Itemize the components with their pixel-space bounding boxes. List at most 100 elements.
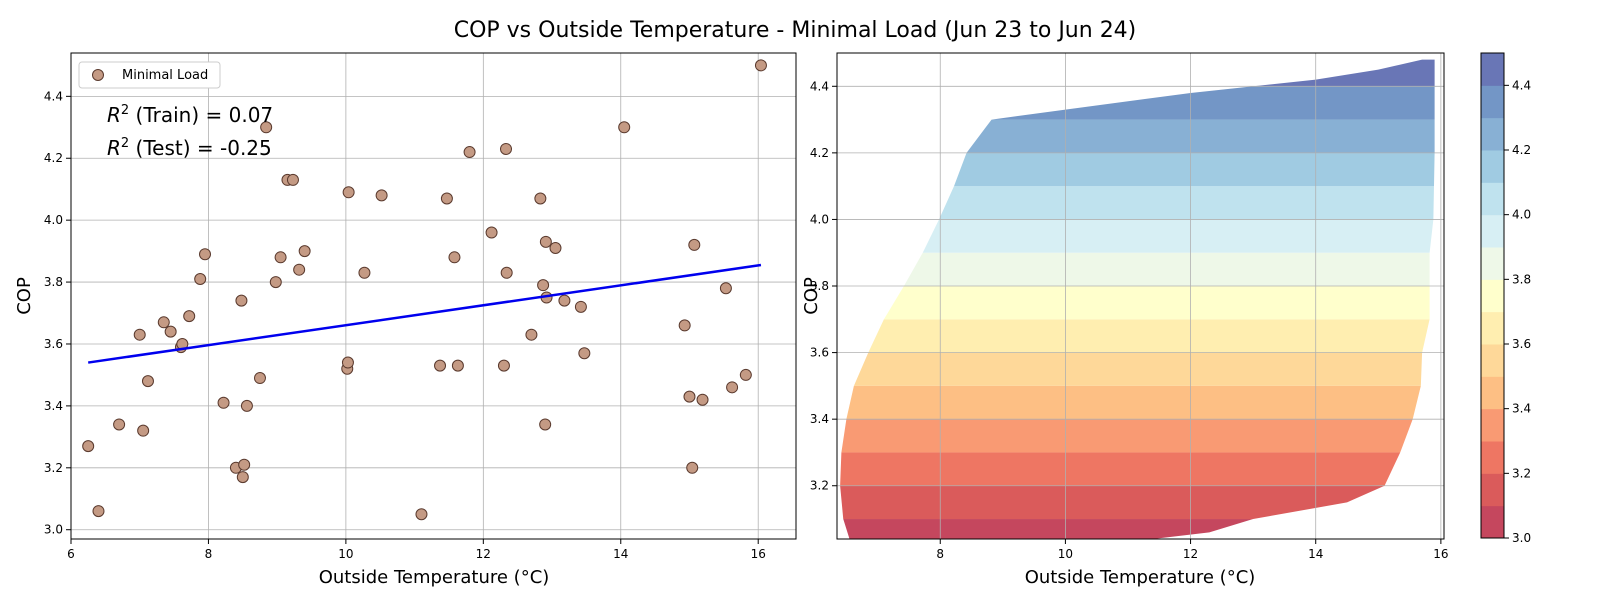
scatter-point [578, 347, 591, 360]
scatter-point [549, 242, 562, 255]
scatter-point [500, 266, 513, 279]
r2-train-superscript: 2 [121, 103, 129, 118]
scatter-point [133, 328, 146, 341]
r2-test-annotation: R2 (Test) = -0.25 [107, 136, 272, 160]
scatter-y-tick-label: 3.0 [44, 523, 63, 537]
scatter-point [82, 440, 95, 453]
scatter-x-tick-label: 12 [476, 547, 491, 561]
scatter-point [240, 399, 253, 412]
colorbar-ticks: 3.0 3.2 3.4 3.6 3.8 4.0 4.2 4.4 [1504, 78, 1531, 545]
r2-train-text: (Train) = 0.07 [136, 103, 274, 127]
colorbar-segment [1481, 53, 1504, 86]
contour-y-axis-label: COP [801, 277, 822, 315]
scatter-point [113, 418, 126, 431]
scatter-point [157, 316, 170, 329]
r2-test-text: (Test) = -0.25 [136, 136, 272, 160]
colorbar-frame [1480, 52, 1505, 539]
scatter-point [260, 121, 273, 134]
r2-train-annotation: R2 (Train) = 0.07 [107, 103, 273, 127]
scatter-point [500, 142, 512, 155]
colorbar-segment [1481, 279, 1504, 313]
scatter-point [539, 235, 552, 248]
scatter-point [534, 192, 547, 205]
colorbar-segment [1481, 473, 1504, 507]
contour-band [840, 319, 1435, 353]
contour-yticks: 3.2 3.4 3.6 3.8 4.0 4.2 4.4 [810, 79, 837, 493]
contour-x-tick-label: 10 [1058, 547, 1073, 561]
contour-band [840, 452, 1435, 486]
contour-band [840, 59, 1435, 87]
contour-band [840, 419, 1435, 453]
colorbar-segment [1481, 505, 1504, 539]
scatter-point [238, 458, 251, 471]
colorbar-tick-label: 3.0 [1512, 531, 1531, 545]
contour-y-tick-label: 3.2 [810, 479, 829, 493]
scatter-point [92, 505, 105, 518]
scatter-x-tick-label: 8 [205, 547, 213, 561]
scatter-panel: 6 8 10 12 14 16 3.0 3.2 3.4 3.6 3.8 4.0 4.2 4.4 Outs… [14, 52, 797, 588]
scatter-legend: Minimal Load [78, 61, 221, 89]
scatter-y-tick-label: 4.2 [44, 151, 63, 165]
scatter-point [235, 294, 248, 307]
scatter-point [274, 251, 287, 264]
scatter-point [688, 238, 701, 251]
colorbar-tick-label: 4.0 [1512, 208, 1531, 222]
colorbar-segment [1481, 311, 1504, 345]
scatter-x-tick-label: 10 [338, 547, 353, 561]
contour-band [840, 219, 1435, 253]
colorbar-segment [1481, 376, 1504, 410]
scatter-point [217, 396, 230, 409]
scatter-point [341, 356, 354, 369]
contour-band [840, 385, 1435, 420]
scatter-point [719, 282, 732, 295]
scatter-point [298, 245, 311, 258]
colorbar-segment [1481, 182, 1504, 216]
contour-y-tick-label: 3.8 [810, 279, 829, 293]
contour-x-tick-label: 14 [1308, 547, 1323, 561]
scatter-point [293, 263, 306, 276]
scatter-point [448, 251, 461, 264]
contour-panel: 8 10 12 14 16 3.2 3.4 3.6 3.8 4.0 4.2 4.4 Outside … [801, 52, 1531, 588]
scatter-point [683, 390, 696, 403]
scatter-point [342, 186, 355, 199]
legend-marker [92, 69, 104, 81]
regression-line [88, 263, 762, 364]
scatter-yticks: 3.0 3.2 3.4 3.6 3.8 4.0 4.2 4.4 [44, 89, 71, 537]
scatter-point [497, 359, 510, 372]
scatter-x-tick-label: 14 [613, 547, 628, 561]
scatter-point [434, 359, 447, 372]
scatter-point [375, 189, 388, 202]
contour-x-tick-label: 8 [936, 547, 944, 561]
scatter-y-tick-label: 3.4 [44, 399, 63, 413]
scatter-x-tick-label: 6 [67, 547, 75, 561]
scatter-xticks: 6 8 10 12 14 16 [67, 539, 766, 561]
colorbar-tick-label: 3.4 [1512, 402, 1531, 416]
colorbar-segment [1481, 150, 1504, 183]
scatter-axes-frame [70, 52, 797, 540]
scatter-point [539, 418, 552, 431]
colorbar-tick-label: 4.2 [1512, 143, 1531, 157]
colorbar-tick-label: 3.6 [1512, 337, 1531, 351]
scatter-point [183, 310, 196, 323]
scatter-point [537, 279, 550, 292]
scatter-point [463, 146, 476, 159]
contour-x-tick-label: 16 [1433, 547, 1448, 561]
scatter-y-tick-label: 3.2 [44, 461, 63, 475]
scatter-point [739, 368, 752, 381]
colorbar-tick-label: 3.8 [1512, 272, 1531, 286]
scatter-point [199, 248, 212, 261]
scatter-point [253, 372, 266, 385]
colorbar-segment [1481, 408, 1504, 442]
contour-axes-frame [836, 52, 1445, 540]
contour-band [840, 352, 1435, 386]
scatter-point [485, 226, 498, 239]
scatter-x-tick-label: 16 [751, 547, 766, 561]
scatter-point [686, 461, 699, 474]
scatter-x-axis-label: Outside Temperature (°C) [319, 567, 550, 588]
scatter-point [696, 393, 709, 406]
scatter-point [754, 59, 767, 72]
scatter-point [451, 359, 464, 372]
colorbar-segment [1481, 441, 1504, 474]
scatter-y-tick-label: 3.6 [44, 337, 63, 351]
